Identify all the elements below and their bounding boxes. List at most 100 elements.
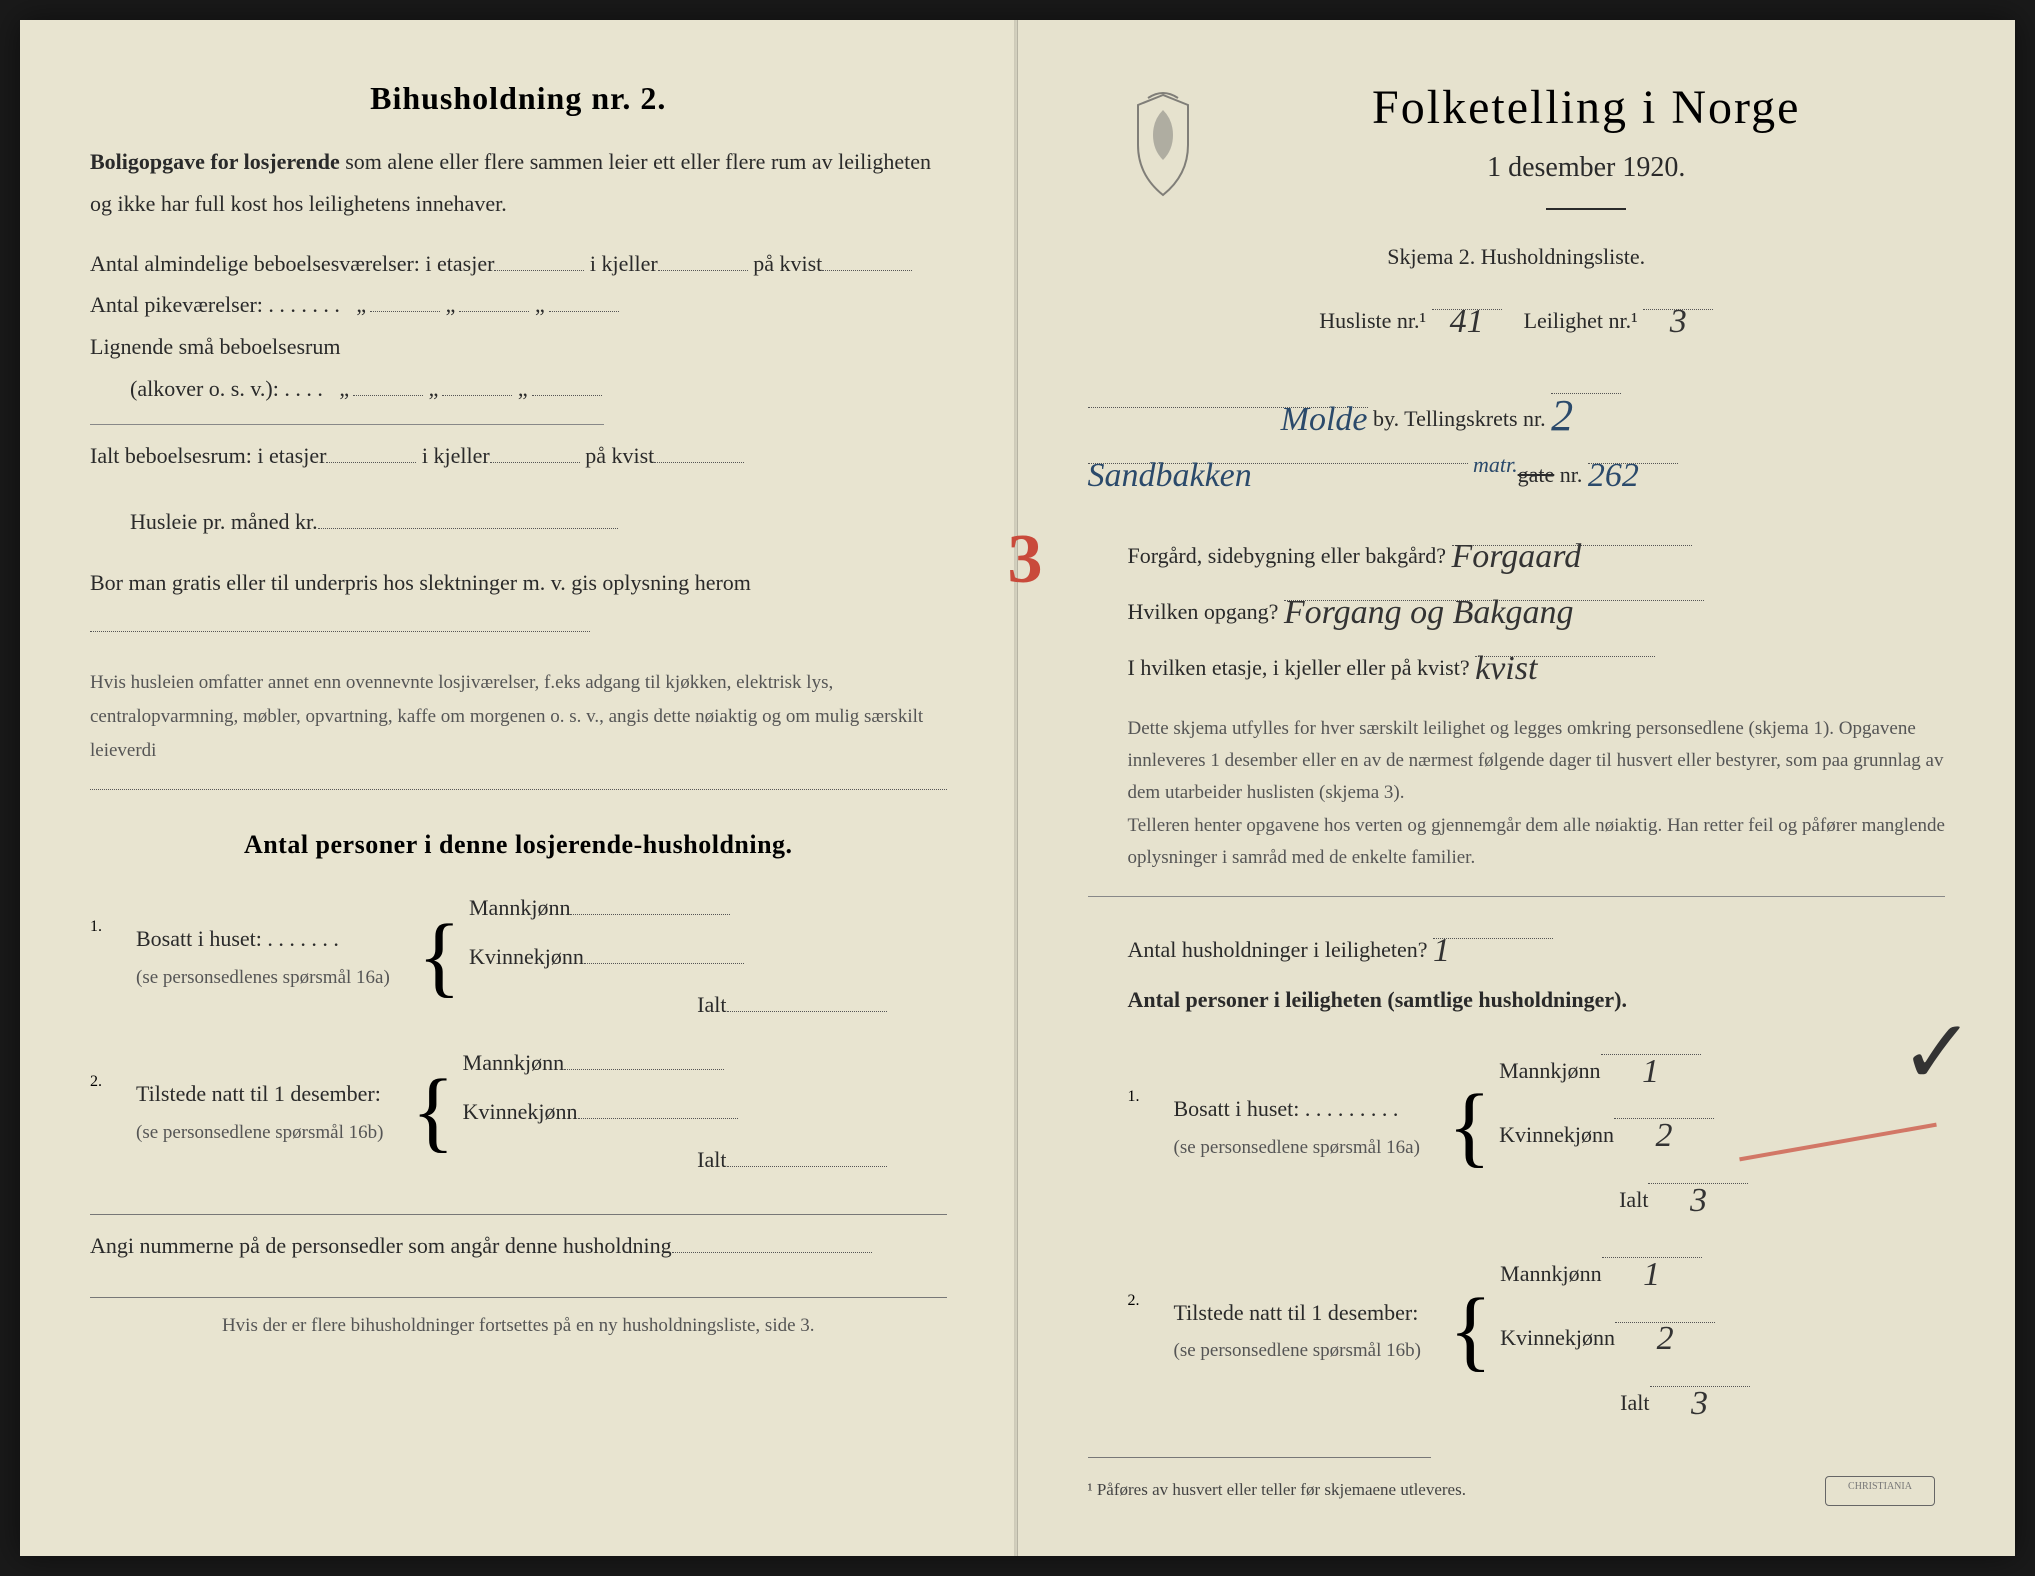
field[interactable] <box>570 891 730 915</box>
leilighet-field[interactable]: 3 <box>1643 286 1713 310</box>
a-etasje: kvist <box>1475 650 1537 687</box>
etasje-field[interactable]: kvist <box>1475 633 1655 657</box>
v2i: 3 <box>1691 1385 1708 1422</box>
field[interactable]: 3 <box>1648 1160 1748 1184</box>
field[interactable]: 1 <box>1601 1031 1701 1055</box>
v1k: 2 <box>1656 1117 1673 1154</box>
husliste-label: Husliste nr.¹ <box>1319 308 1426 333</box>
right-page: Folketelling i Norge 1 desember 1920. Sk… <box>1018 20 2016 1556</box>
brace-icon: { <box>410 921 469 993</box>
field[interactable]: 3 <box>1650 1363 1750 1387</box>
mann-label: Mannkjønn <box>1500 1261 1601 1286</box>
field[interactable]: 1 <box>1602 1234 1702 1258</box>
l4b: i kjeller <box>422 443 490 468</box>
field[interactable] <box>370 288 440 312</box>
field[interactable] <box>90 773 947 791</box>
l1a: Antal almindelige beboelsesværelser: i e… <box>90 251 494 276</box>
rq2-group: 2. Tilstede natt til 1 desember: (se per… <box>1088 1234 1946 1427</box>
field[interactable] <box>90 608 590 632</box>
main-title: Folketelling i Norge <box>1228 80 1946 135</box>
field[interactable] <box>654 439 744 463</box>
title-rule <box>1546 208 1626 210</box>
rq1-sub: (se personsedlene spørsmål 16a) <box>1174 1130 1420 1166</box>
kvinne-label: Kvinnekjønn <box>1500 1325 1615 1350</box>
antal-hush-field[interactable]: 1 <box>1433 915 1553 939</box>
husliste-value: 41 <box>1450 303 1484 340</box>
field[interactable]: 2 <box>1615 1298 1715 1322</box>
mann-label: Mannkjønn <box>469 895 570 920</box>
intro-paragraph: Boligopgave for losjerende som alene ell… <box>90 141 947 225</box>
field[interactable] <box>490 439 580 463</box>
gate-nr-field[interactable]: 262 <box>1588 440 1678 464</box>
street-field[interactable]: Sandbakken <box>1088 440 1468 464</box>
field[interactable] <box>578 1095 738 1119</box>
field[interactable] <box>318 504 618 528</box>
mann-label: Mannkjønn <box>463 1050 564 1075</box>
kvinne-label: Kvinnekjønn <box>1499 1122 1614 1147</box>
field[interactable] <box>564 1046 724 1070</box>
city-value: Molde <box>1281 401 1368 438</box>
schema-line: Skjema 2. Husholdningsliste. <box>1088 236 1946 278</box>
antal-hush-line: Antal husholdninger i leiligheten? 1 <box>1088 915 1946 971</box>
field[interactable] <box>494 246 584 270</box>
bottom-line-2: Hvis der er flere bihusholdninger fortse… <box>90 1308 947 1344</box>
checkmark-icon: ✓ <box>1900 1000 1975 1105</box>
rq1-label: Bosatt i huset: . . . . . . . . . <box>1174 1088 1420 1130</box>
rooms-line-3b: (alkover o. s. v.): . . . . „ „ „ <box>90 368 947 410</box>
leilighet-value: 3 <box>1670 303 1687 340</box>
red-margin-mark: 3 <box>1008 520 1043 600</box>
gate-replacement: matr. <box>1473 452 1518 477</box>
field[interactable] <box>326 439 416 463</box>
q2-group: 2. Tilstede natt til 1 desember: (se per… <box>90 1039 947 1184</box>
rooms-line-3a: Lignende små beboelsesrum <box>90 326 947 368</box>
brace-icon: { <box>1441 1295 1500 1367</box>
v2m: 1 <box>1643 1256 1660 1293</box>
v1i: 3 <box>1690 1182 1707 1219</box>
field[interactable] <box>532 372 602 396</box>
a-opgang: Forgang og Bakgang <box>1284 594 1574 631</box>
subtitle: 1 desember 1920. <box>1228 141 1946 194</box>
field[interactable] <box>658 246 748 270</box>
q1-sub: (se personsedlenes spørsmål 16a) <box>136 960 390 996</box>
field[interactable] <box>822 246 912 270</box>
etasje-line: I hvilken etasje, i kjeller eller på kvi… <box>1088 633 1946 689</box>
ialt-label: Ialt <box>1620 1390 1649 1415</box>
brace-icon: { <box>403 1076 462 1148</box>
b1: Angi nummerne på de personsedler som ang… <box>90 1233 672 1258</box>
field[interactable] <box>353 372 423 396</box>
brace-icon: { <box>1440 1091 1499 1163</box>
city-field[interactable]: Molde <box>1088 384 1368 408</box>
antal-pers-title: Antal personer i leiligheten (samtlige h… <box>1088 979 1946 1021</box>
field[interactable] <box>727 988 887 1012</box>
husliste-field[interactable]: 41 <box>1432 286 1502 310</box>
v2k: 2 <box>1657 1320 1674 1357</box>
field[interactable] <box>442 372 512 396</box>
v1m: 1 <box>1642 1053 1659 1090</box>
field[interactable] <box>672 1229 872 1253</box>
q1-label: Bosatt i huset: . . . . . . . <box>136 918 390 960</box>
q-etasje: I hvilken etasje, i kjeller eller på kvi… <box>1128 655 1470 680</box>
q1-group: 1. Bosatt i huset: . . . . . . . (se per… <box>90 884 947 1029</box>
kvinne-label: Kvinnekjønn <box>463 1099 578 1124</box>
mann-label: Mannkjønn <box>1499 1058 1600 1083</box>
field[interactable] <box>459 288 529 312</box>
left-page: Bihusholdning nr. 2. Boligopgave for los… <box>20 20 1018 1556</box>
opgang-field[interactable]: Forgang og Bakgang <box>1284 577 1704 601</box>
field[interactable]: 2 <box>1614 1095 1714 1119</box>
rent-line: Husleie pr. måned kr. <box>90 501 947 543</box>
left-title: Bihusholdning nr. 2. <box>90 80 947 117</box>
rq2-sub: (se personsedlene spørsmål 16b) <box>1174 1333 1421 1369</box>
l1c: på kvist <box>753 251 822 276</box>
forgard-field[interactable]: Forgaard <box>1452 521 1692 545</box>
l2: Antal pikeværelser: . . . . . . . <box>90 292 340 317</box>
field[interactable] <box>584 939 744 963</box>
gate-nr-value: 262 <box>1588 457 1639 494</box>
field[interactable] <box>549 288 619 312</box>
krets-field[interactable]: 2 <box>1551 370 1621 394</box>
field[interactable] <box>727 1143 887 1167</box>
gratis-line: Bor man gratis eller til underpris hos s… <box>90 562 947 646</box>
rooms-total: Ialt beboelsesrum: i etasjer i kjeller p… <box>90 435 947 477</box>
leilighet-label: Leilighet nr.¹ <box>1524 308 1638 333</box>
rooms-line-2: Antal pikeværelser: . . . . . . . „ „ „ <box>90 284 947 326</box>
krets-value: 2 <box>1551 391 1573 440</box>
